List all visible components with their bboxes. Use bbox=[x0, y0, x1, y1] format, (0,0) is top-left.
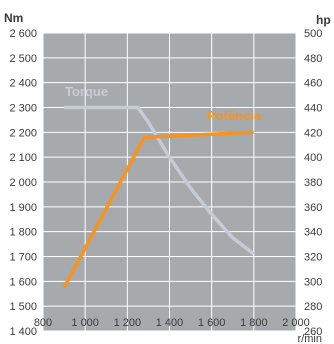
series-label-potencia: Potência bbox=[207, 108, 262, 123]
left-axis-tick-label: 2 300 bbox=[9, 103, 37, 115]
left-axis-unit: Nm bbox=[4, 11, 23, 25]
right-axis-tick-label: 300 bbox=[304, 276, 322, 288]
right-axis-tick-label: 400 bbox=[304, 152, 322, 164]
series-line-pot-ncia bbox=[62, 130, 254, 289]
x-axis-tick-label: 2 000 bbox=[282, 317, 310, 329]
left-axis-tick-label: 1 400 bbox=[9, 326, 37, 338]
right-axis-tick-label: 480 bbox=[304, 53, 322, 65]
right-axis-tick-label: 320 bbox=[304, 252, 322, 264]
right-axis-unit: hp bbox=[316, 13, 331, 27]
left-axis-tick-label: 2 100 bbox=[9, 152, 37, 164]
right-axis-tick-label: 360 bbox=[304, 202, 322, 214]
x-axis-tick-label: 1 400 bbox=[156, 317, 184, 329]
right-axis-tick-label: 440 bbox=[304, 103, 322, 115]
right-axis-tick-label: 260 bbox=[304, 326, 322, 338]
x-axis-unit: r/min bbox=[298, 333, 322, 344]
left-axis-tick-label: 1 700 bbox=[9, 252, 37, 264]
x-axis-ticks: 800 1 000 1 200 1 400 1 600 1 800 2 000 bbox=[34, 317, 310, 329]
left-axis-tick-label: 2 600 bbox=[9, 28, 37, 40]
left-axis-tick-label: 2 500 bbox=[9, 53, 37, 65]
right-axis-tick-label: 380 bbox=[304, 177, 322, 189]
left-axis-tick-label: 1 500 bbox=[9, 301, 37, 313]
right-axis-tick-label: 340 bbox=[304, 227, 322, 239]
right-axis-tick-label: 280 bbox=[304, 301, 322, 313]
left-axis-tick-label: 2 200 bbox=[9, 127, 37, 139]
left-axis-tick-label: 1 900 bbox=[9, 202, 37, 214]
series-group: Torque Potência bbox=[62, 84, 262, 289]
left-axis-tick-label: 2 000 bbox=[9, 177, 37, 189]
right-axis-tick-label: 420 bbox=[304, 127, 322, 139]
x-axis-tick-label: 1 600 bbox=[198, 317, 226, 329]
left-axis-tick-label: 1 800 bbox=[9, 227, 37, 239]
left-axis-ticks: 2 600 2 500 2 400 2 300 2 200 2 100 2 000 1 900… bbox=[9, 28, 37, 338]
left-axis-tick-label: 2 400 bbox=[9, 78, 37, 90]
x-axis-tick-label: 1 200 bbox=[114, 317, 142, 329]
series-line-torque bbox=[64, 105, 255, 256]
series-label-torque: Torque bbox=[65, 84, 108, 99]
left-axis-tick-label: 1 600 bbox=[9, 276, 37, 288]
grid bbox=[42, 32, 297, 332]
x-axis-tick-label: 1 000 bbox=[71, 317, 99, 329]
right-axis-ticks: 500 480 460 440 420 400 380 360 340 320 300 280 260 bbox=[304, 28, 322, 338]
right-axis-tick-label: 460 bbox=[304, 78, 322, 90]
x-axis-tick-label: 1 800 bbox=[240, 317, 268, 329]
x-axis-tick-label: 800 bbox=[34, 317, 52, 329]
right-axis-tick-label: 500 bbox=[304, 28, 322, 40]
